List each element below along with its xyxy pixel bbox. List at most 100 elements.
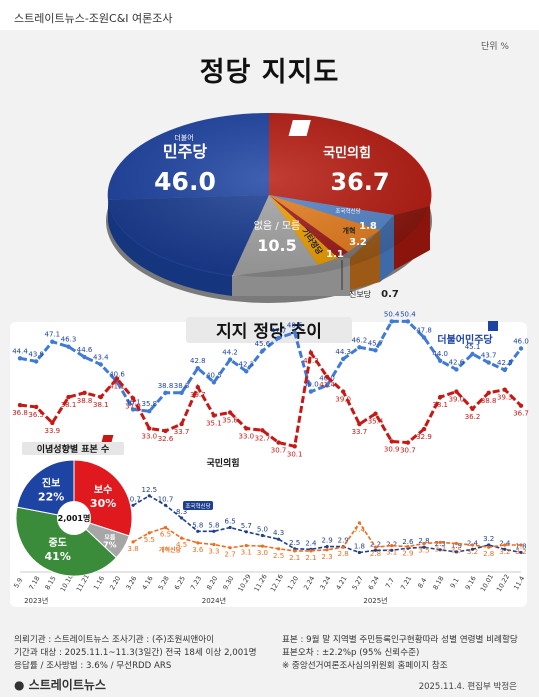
reform-value-label: 2.7 [225,551,236,559]
ppp-value-label: 36.2 [465,413,481,421]
ppp-value-label: 33.7 [352,428,368,436]
x-tick-label: 1.16 [92,575,106,592]
cho-point [131,503,135,507]
x-tick-label: 2.24 [302,575,316,592]
dem-value-label: 44.4 [12,347,28,355]
ideology-title: 이념성향별 표본 수 [37,443,110,455]
ppp-point [244,426,249,431]
x-tick-label: 7.18 [27,575,41,592]
dem-point [195,366,200,371]
ppp-value-label: 38.8 [481,397,497,405]
ppp-value-label: 33.0 [239,432,255,440]
ppp-line [19,348,523,449]
cho-value-label: 6.5 [225,518,236,526]
dem-point [324,383,330,388]
x-tick-label: 7.23 [189,575,203,592]
ppp-point [50,420,55,426]
ppp-point [98,394,104,400]
cho-point [503,547,507,551]
dem-point [147,409,152,414]
dem-value-label: 38.8 [174,382,190,390]
reform-point [454,541,458,546]
ppp-point [341,389,346,394]
ideology-slice-label: 보수 [94,484,112,496]
x-tick-label: 6.24 [367,575,381,592]
ppp-value-label: 33.0 [142,432,158,440]
ppp-label: 국민의힘 [323,145,371,161]
cho-value-label: 2.5 [289,539,300,547]
dem-value-label: 46.0 [513,338,529,346]
ppp-point [454,389,459,394]
cho-point [390,548,394,552]
year-label: 2024년 [202,596,226,605]
cho-point [180,516,184,520]
ppp-value-label: 38.1 [432,401,448,409]
cho-value-label: 4.3 [273,529,284,537]
dem-value-label: 40.5 [206,371,222,379]
cho-point [357,550,361,555]
dem-value-label: 42.5 [497,359,513,367]
ppp-point [405,440,411,445]
pie-side-dem [108,200,232,296]
progressive-value: 0.7 [381,289,399,300]
ppp-point [373,411,378,416]
dem-value-label: 45.1 [465,343,481,351]
dem-point [470,351,475,357]
dem-value-label: 44.0 [432,350,448,358]
brand-name: 스트레이트뉴스 [28,678,106,692]
ppp-point [130,396,136,401]
cho-value-label: 2.9 [322,537,333,545]
dem-value-label: 43.4 [93,354,109,362]
ppp-point [82,390,87,395]
ppp-value-label: 35.6 [222,417,238,425]
reform-point [228,546,232,550]
reform-value-label: 3.3 [208,548,219,556]
reform-point [487,545,491,549]
x-tick-label: 9.1 [449,577,461,590]
dem-point [34,359,39,364]
cho-value: 1.8 [359,221,377,232]
dem-value-label: 46.2 [352,336,368,344]
reform-value-label: 3.8 [128,545,139,553]
ppp-point [357,421,362,427]
footer-line-5: 표본오차 : ±2.2%p (95% 신뢰수준) [282,648,420,658]
ppp-value-label: 39.7 [190,391,206,399]
dem-value-label: 47.1 [45,331,61,339]
cho-value-label: 10.7 [158,495,174,503]
ppp-value-label: 33.7 [174,428,190,436]
top-bar [0,0,539,30]
dem-label: 민주당 [163,142,207,161]
ppp-point [260,428,265,433]
ideology-slice [16,459,75,519]
ppp-value-label: 32.9 [416,433,432,441]
reform-point [519,543,523,547]
reform-point [277,547,281,551]
cho-value-label: 2.4 [467,539,479,547]
cho-value-label: 1.9 [451,542,462,550]
ppp-value-label: 35.1 [206,420,222,428]
dem-logo-icon [488,321,498,331]
ppp-point [227,410,233,415]
ppp-value-label: 33.9 [45,427,61,435]
x-tick-label: 8.20 [205,575,219,592]
other-value: 10.5 [257,236,296,255]
reform-point [196,541,200,545]
x-tick-label: 5.9 [12,577,24,590]
progressive-label: 진보당 [349,289,372,299]
reform-value-label: 2.9 [402,550,413,558]
ppp-point [518,403,524,408]
dem-point [82,354,87,360]
x-tick-label: 5.28 [157,575,171,592]
reform-value-label: 3.1 [241,549,252,557]
reform-value-label: 3.5 [451,547,462,555]
footer-line-6: ※ 중앙선거여론조사심의위원회 홈페이지 참조 [282,661,448,671]
ppp-point [292,444,297,449]
ppp-value-label: 36.5 [28,411,44,419]
x-tick-label: 4.21 [334,575,348,592]
ideology-slice-value: 30% [90,497,116,510]
series-ppp: 36.8 36.533.938.138.838.141.137.933.0 32.6… [12,348,529,458]
cho-point [147,494,151,498]
reform-value-label: 3.6 [192,546,204,554]
ppp-value-label: 30.1 [287,450,303,458]
